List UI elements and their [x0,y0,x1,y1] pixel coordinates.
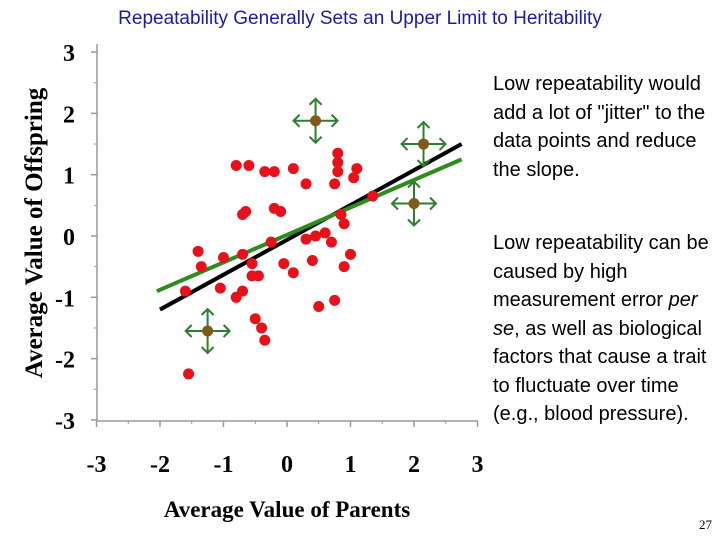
data-point [332,166,344,178]
data-point [287,267,299,279]
page-number: 27 [699,517,712,532]
causes-text-a: Low repeatability can be caused by high … [493,232,709,311]
data-points [179,147,379,380]
highlighted-data-point [418,138,430,150]
x-tick-label: 3 [472,452,484,478]
data-point [259,334,271,346]
y-tick-label: 3 [63,41,75,67]
data-point [179,285,191,297]
per-se-italic: per se [493,289,698,340]
arrow-head [184,324,193,338]
jitter-explanation: Low repeatability would add a lot of "ji… [493,73,706,181]
arrow-head [407,180,421,189]
double-headed-arrow-icon [390,180,438,227]
data-point [338,261,350,273]
arrow-head [292,114,301,128]
x-tick-label: 1 [345,452,357,478]
data-point [246,258,258,270]
data-point [345,248,356,260]
arrow-head [308,136,323,145]
data-point [300,178,312,190]
regression-lines [156,142,463,312]
data-point [192,245,204,257]
y-tick-label: 0 [63,225,75,251]
y-tick-label: -2 [55,348,75,374]
data-point [348,172,360,184]
data-point [332,147,344,159]
data-point [313,300,325,312]
arrow-head [200,346,215,355]
x-tick-label: -3 [87,452,107,478]
data-point [335,209,347,221]
chart-axes: -3 -2 -1 0 1 2 3 -3 -2 -1 0 1 2 3 [55,41,484,478]
data-point [230,160,242,172]
x-tick-label: -2 [150,452,170,478]
data-point [240,205,252,217]
arrow-head [308,97,323,106]
data-point [310,230,322,242]
data-point [367,190,379,202]
data-point [237,248,249,260]
data-point [256,322,268,334]
data-point [195,261,207,273]
y-tick-label: -3 [55,409,75,435]
arrow-head [416,120,431,129]
arrow-head [438,137,447,151]
arrow-head [429,196,438,211]
highlighted-data-point [310,115,322,127]
data-point [332,156,344,168]
data-point [218,251,229,263]
x-tick-label: 2 [408,452,420,478]
y-tick-label: 2 [63,102,75,128]
data-point [243,160,255,172]
data-point [319,227,331,239]
arrow-head [200,307,215,316]
data-point [183,368,195,380]
data-point [338,218,350,230]
causes-text-b: , as well as biological factors that cau… [493,317,707,426]
data-point [300,233,312,245]
jitter-arrows [184,97,447,355]
black-regression-line [159,142,463,312]
slide-title: Repeatability Generally Sets an Upper Li… [118,8,602,29]
causes-explanation: Low repeatability can be caused by high … [493,229,715,429]
arrow-head [390,196,399,211]
data-point [351,163,363,175]
x-axis-label: Average Value of Parents [164,497,410,522]
data-point [325,236,337,248]
data-point [275,205,287,217]
arrow-head [407,218,421,227]
data-point [268,166,280,178]
y-tick-label: 1 [63,164,75,190]
data-point [214,282,226,294]
highlighted-data-point [202,325,214,337]
arrow-head [400,137,409,151]
data-point [259,166,271,178]
data-point [287,163,299,175]
double-headed-arrow-icon [292,97,339,145]
arrow-head [416,159,431,168]
green-regression-line [156,157,463,294]
data-point [249,313,261,325]
data-point [278,258,290,270]
arrow-head [330,114,339,128]
data-point [252,270,264,282]
data-point [329,294,341,306]
data-point [329,178,341,190]
highlighted-data-point [408,198,420,210]
x-tick-label: 0 [281,452,293,478]
y-tick-label: -1 [55,286,75,312]
y-axis-label: Average Value of Offspring [21,87,48,378]
x-tick-label: -1 [214,452,234,478]
arrow-head [222,324,232,338]
data-point [265,236,277,248]
data-point [237,285,249,297]
double-headed-arrow-icon [184,307,232,355]
double-headed-arrow-icon [400,120,447,168]
data-point [306,255,318,267]
